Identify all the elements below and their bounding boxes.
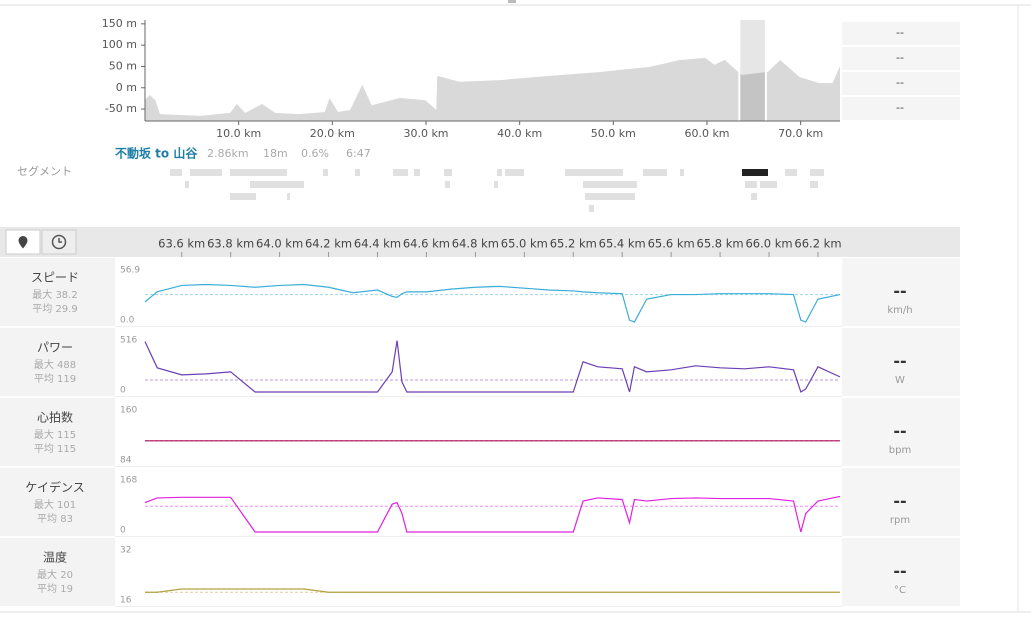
x-tick-label: 70.0 km [778, 127, 823, 140]
stat-value: -- [896, 101, 904, 114]
x-tick-label: 20.0 km [310, 127, 355, 140]
stat-cell [842, 22, 960, 45]
y-tick-label: 0 [120, 386, 126, 396]
channel-name: ケイデンス [25, 480, 85, 495]
x-tick-label: 65.0 km [501, 237, 548, 251]
x-tick-label: 65.2 km [550, 237, 597, 251]
stat-cell [842, 72, 960, 95]
unit: rpm [890, 515, 910, 526]
row-value-cell [842, 538, 960, 606]
x-tick-label: 66.0 km [745, 237, 792, 251]
clock-hands [58, 238, 62, 243]
segment-bars[interactable] [170, 169, 824, 212]
x-tick-label: 30.0 km [403, 127, 448, 140]
row-value-cell [842, 258, 960, 326]
x-tick-label: 64.6 km [403, 237, 450, 251]
channel-max: 最大 38.2 [32, 288, 77, 301]
map-tab[interactable] [5, 229, 41, 255]
segment-elevation: 18m [263, 147, 288, 160]
current-value: -- [893, 352, 906, 371]
channel-line [145, 588, 840, 593]
segment-heading: セグメント [17, 164, 72, 178]
unit: bpm [889, 445, 911, 456]
y-tick-label: 100 m [102, 38, 137, 51]
x-tick-label: 50.0 km [591, 127, 636, 140]
clock-icon [51, 234, 67, 250]
x-tick-label: 40.0 km [497, 127, 542, 140]
y-tick-label: 516 [120, 336, 137, 346]
x-tick-label: 65.4 km [599, 237, 646, 251]
row-label-cell [0, 538, 115, 606]
unit: W [895, 375, 905, 386]
y-tick-label: 16 [120, 596, 132, 606]
channel-avg: 平均 115 [34, 443, 76, 455]
channel-avg: 平均 119 [34, 373, 76, 385]
segment-distance: 2.86km [207, 147, 249, 160]
y-tick-label: 150 m [102, 17, 137, 30]
y-tick-label: 0 m [116, 81, 137, 94]
channel-max: 最大 20 [37, 568, 73, 581]
channel-max: 最大 101 [34, 498, 76, 511]
unit: °C [894, 585, 906, 596]
row-value-cell [842, 398, 960, 466]
channel-line [144, 340, 841, 393]
stat-value: -- [896, 76, 904, 89]
x-tick-label: 64.8 km [452, 237, 499, 251]
x-tick-label: 64.0 km [256, 237, 303, 251]
x-tick-label: 64.4 km [354, 237, 401, 251]
x-tick-label: 10.0 km [216, 127, 261, 140]
current-value: -- [893, 282, 906, 301]
x-tick-label: 64.2 km [305, 237, 352, 251]
current-value: -- [893, 422, 906, 441]
channel-avg: 平均 29.9 [32, 303, 77, 315]
x-tick-label: 65.8 km [697, 237, 744, 251]
x-tick-label: 65.6 km [648, 237, 695, 251]
y-tick-label: 168 [120, 476, 137, 486]
y-tick-label: -50 m [105, 102, 137, 115]
x-tick-label: 63.6 km [158, 237, 205, 251]
map-pin-icon [18, 236, 28, 249]
row-label-cell [0, 258, 115, 326]
row-value-cell [842, 468, 960, 536]
x-tick-label: 66.2 km [794, 237, 841, 251]
current-value: -- [893, 492, 906, 511]
y-tick-label: 32 [120, 546, 131, 556]
segment-grade: 0.6% [301, 147, 329, 160]
y-tick-label: 84 [120, 456, 132, 466]
channel-avg: 平均 19 [37, 583, 73, 595]
channel-max: 最大 115 [34, 428, 76, 441]
row-label-cell [0, 398, 115, 466]
segment-name[interactable]: 不動坂 to 山谷 [115, 146, 198, 161]
y-tick-label: 160 [120, 406, 137, 416]
tab-bar [0, 227, 960, 257]
segment-time: 6:47 [346, 147, 371, 160]
channel-max: 最大 488 [34, 358, 76, 371]
y-tick-label: 50 m [109, 59, 137, 72]
x-tick-label: 63.8 km [207, 237, 254, 251]
resize-handle[interactable] [508, 0, 516, 3]
channel-line [144, 283, 841, 323]
unit: km/h [887, 305, 912, 316]
elevation-area [145, 57, 840, 121]
channel-line [144, 495, 841, 533]
channel-name: 心拍数 [37, 410, 73, 425]
stat-cell [842, 47, 960, 70]
row-label-cell [0, 328, 115, 396]
stat-value: -- [896, 26, 904, 39]
y-tick-label: 56.9 [120, 266, 140, 276]
row-value-cell [842, 328, 960, 396]
channel-name: 温度 [43, 550, 67, 565]
channel-name: スピード [31, 271, 79, 285]
channel-avg: 平均 83 [37, 513, 73, 525]
y-tick-label: 0 [120, 526, 126, 536]
y-tick-label: 0.0 [120, 316, 135, 326]
channel-name: パワー [37, 341, 73, 355]
x-tick-label: 60.0 km [684, 127, 729, 140]
stat-value: -- [896, 51, 904, 64]
stat-cell [842, 97, 960, 120]
current-value: -- [893, 562, 906, 581]
row-label-cell [0, 468, 115, 536]
